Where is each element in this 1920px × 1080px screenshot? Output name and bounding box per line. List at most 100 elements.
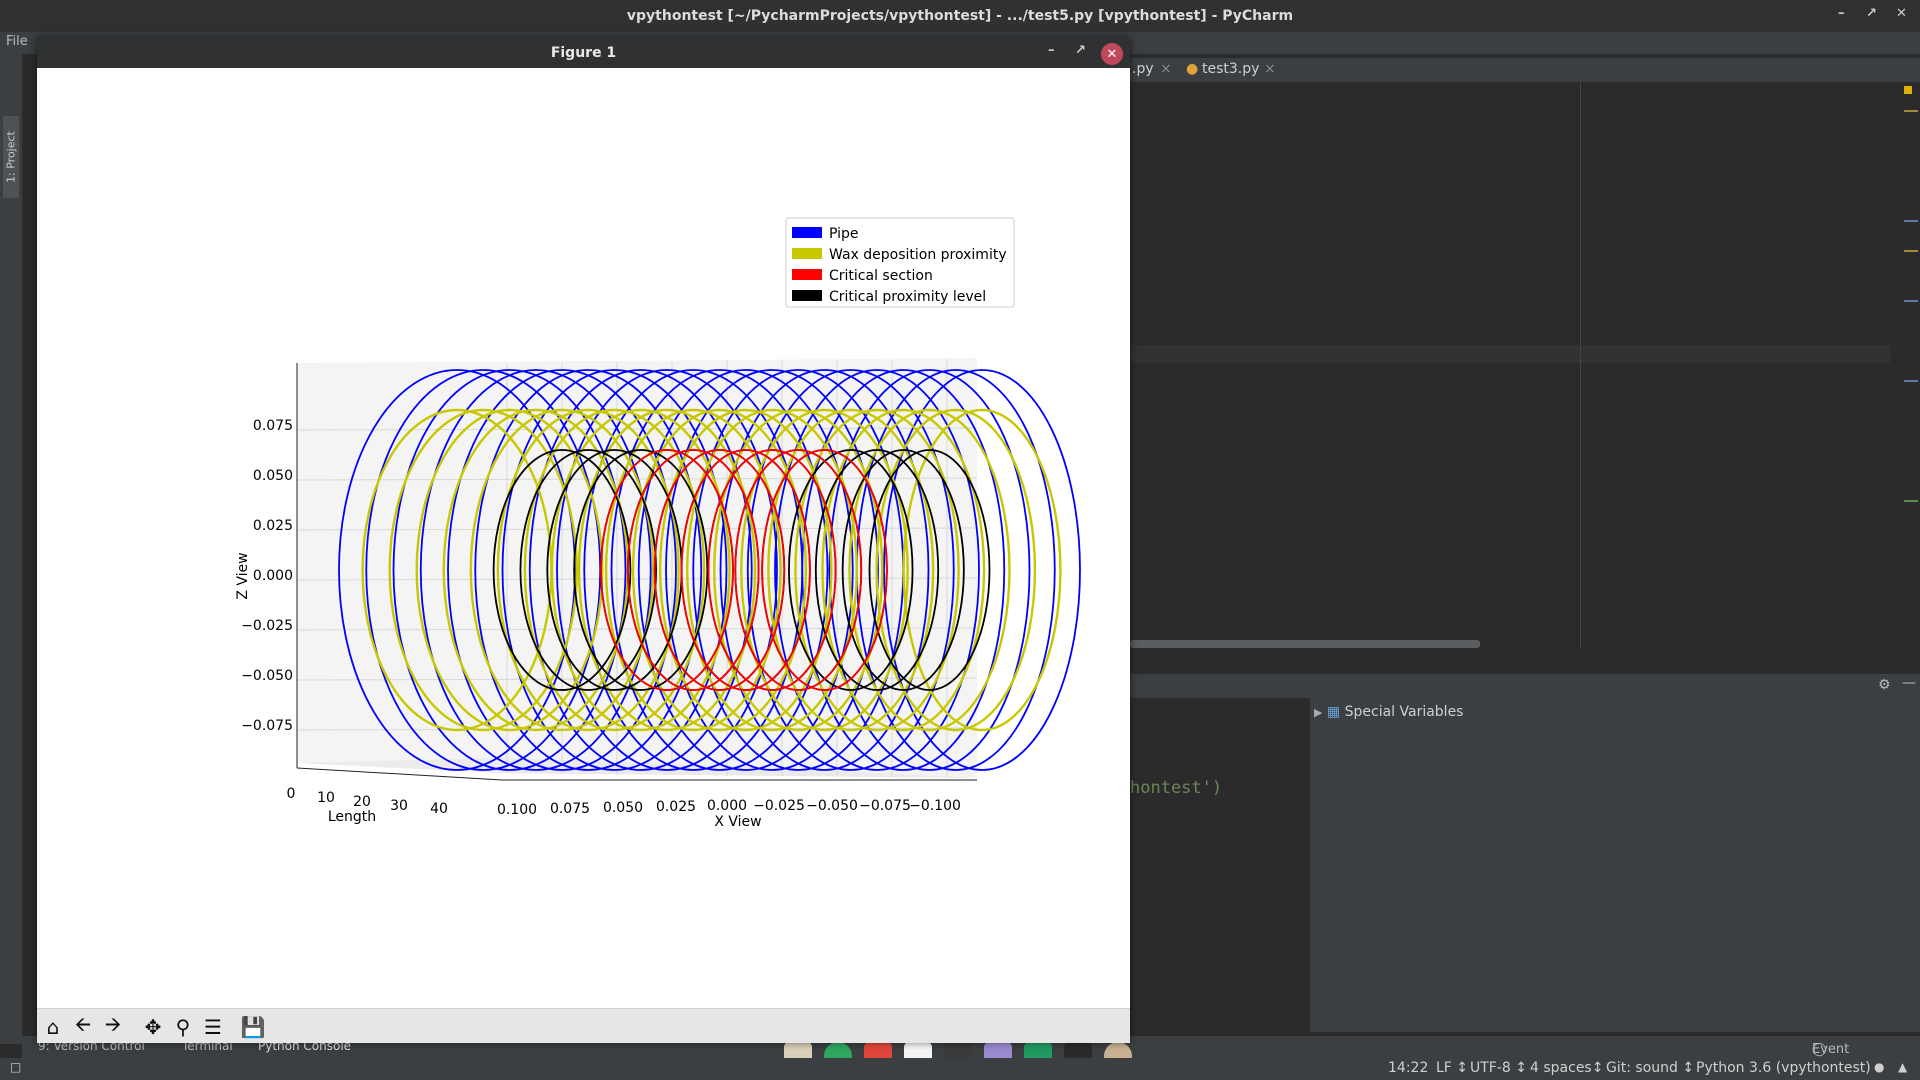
notifications-icon[interactable]: ▲ [1898, 1060, 1908, 1074]
stripe-mark[interactable] [1904, 500, 1918, 502]
console-toolbar: ⚙ — [1130, 674, 1920, 698]
ring-wax-deposition-proximity [740, 408, 909, 732]
legend-entry: Wax deposition proximity [829, 247, 1007, 263]
legend-entry: Pipe [829, 226, 859, 242]
file-encoding[interactable]: UTF-8 ↕ [1470, 1060, 1527, 1076]
ring-pipe [637, 369, 854, 771]
ring-critical-section [600, 449, 734, 691]
ring-critical-proximity-level [814, 449, 940, 691]
lock-icon[interactable]: ● [1874, 1060, 1885, 1074]
caret-position[interactable]: 14:22 [1388, 1060, 1429, 1076]
menu-file[interactable]: File [6, 34, 28, 49]
z-tick-label: 0.075 [253, 418, 293, 434]
stripe-mark[interactable] [1904, 300, 1918, 302]
x-tick-label: −0.050 [806, 798, 858, 814]
ring-critical-section [761, 449, 888, 691]
ring-wax-deposition-proximity [713, 408, 884, 732]
tab-test5[interactable]: .py [1132, 61, 1154, 77]
stripe-mark[interactable] [1904, 220, 1918, 222]
pan-icon[interactable]: ✥ [144, 1015, 162, 1039]
legend-entry: Critical proximity level [829, 289, 986, 305]
hide-icon[interactable]: — [1902, 675, 1916, 691]
ring-wax-deposition-proximity [604, 408, 782, 732]
python-console-output[interactable]: hontest') [1130, 698, 1302, 1032]
tab-close-icon[interactable]: × [1264, 61, 1276, 77]
ring-pipe [828, 369, 1031, 771]
git-branch[interactable]: Git: sound ↕ [1606, 1060, 1695, 1076]
ring-critical-section [653, 449, 786, 691]
ring-wax-deposition-proximity [388, 408, 579, 732]
console-code-text: hontest') [1130, 778, 1223, 798]
expand-arrow-icon[interactable]: ▶ [1314, 706, 1323, 719]
ring-critical-proximity-level [573, 449, 709, 691]
warning-marker-icon[interactable] [1904, 86, 1912, 94]
length-axis-label: Length [328, 809, 376, 825]
editor-tabs: .py × ● test3.py × [1130, 58, 1920, 82]
horizontal-scrollbar[interactable] [1130, 640, 1480, 648]
window-titlebar: vpythontest [~/PycharmProjects/vpythonte… [0, 0, 1920, 32]
code-editor[interactable] [1130, 82, 1920, 674]
plot-canvas[interactable]: 0.075 0.050 0.025 0.000 −0.025 −0.050 −0… [37, 68, 1130, 1008]
ring-critical-section [707, 449, 837, 691]
ring-wax-deposition-proximity [631, 408, 808, 732]
length-tick-label: 30 [390, 798, 408, 814]
forward-icon[interactable]: 🡪 [104, 1012, 122, 1036]
status-bar: □ 14:22 LF ↕ UTF-8 ↕ 4 spaces↕ Git: soun… [0, 1058, 1920, 1080]
floor-pane [297, 758, 977, 778]
figure-toolbar: ⌂ 🡨 🡪 ✥ ⚲ ☰ 💾 [37, 1008, 1130, 1043]
ring-wax-deposition-proximity [523, 408, 706, 732]
zoom-icon[interactable]: ⚲ [175, 1015, 191, 1039]
ring-pipe [392, 369, 627, 771]
ring-wax-deposition-proximity [821, 408, 986, 732]
maximize-icon[interactable]: ↗ [1866, 6, 1877, 21]
ring-wax-deposition-proximity [496, 408, 680, 732]
back-icon[interactable]: 🡨 [74, 1012, 92, 1036]
stripe-mark[interactable] [1904, 110, 1918, 112]
ring-pipe [501, 369, 728, 771]
figure-maximize-icon[interactable]: ↗ [1075, 43, 1086, 58]
ring-critical-proximity-level [868, 449, 991, 691]
z-tick-label: 0.000 [253, 568, 293, 584]
gear-icon[interactable]: ⚙ [1878, 677, 1891, 693]
legend-swatch-critical-level [792, 290, 822, 301]
project-tool-tab[interactable]: 1: Project [3, 116, 19, 198]
ring-critical-proximity-level [519, 449, 657, 691]
tab-test3[interactable]: test3.py [1202, 61, 1260, 77]
x-axis-label: X View [714, 814, 761, 830]
home-icon[interactable]: ⌂ [46, 1015, 60, 1039]
x-tick-label: 0.100 [497, 802, 537, 818]
legend-swatch-pipe [792, 227, 822, 238]
x-tick-label: −0.075 [859, 798, 911, 814]
ring-critical-proximity-level [788, 449, 914, 691]
close-icon[interactable]: ✕ [1896, 6, 1907, 21]
stripe-mark[interactable] [1904, 250, 1918, 252]
special-variables-row[interactable]: ▶ ▦ Special Variables [1314, 704, 1463, 720]
configure-subplots-icon[interactable]: ☰ [204, 1015, 222, 1039]
status-toggle-icon[interactable]: □ [10, 1060, 22, 1074]
minimize-icon[interactable]: – [1838, 6, 1845, 21]
figure-titlebar: Figure 1 – ↗ ✕ [37, 38, 1130, 68]
length-tick-label: 40 [430, 801, 448, 817]
x-tick-label: 0.025 [656, 799, 696, 815]
z-tick-label: 0.050 [253, 468, 293, 484]
length-tick-label: 0 [287, 786, 296, 802]
special-variables-label: Special Variables [1344, 704, 1464, 720]
ring-pipe [774, 369, 980, 771]
save-icon[interactable]: 💾 [240, 1015, 266, 1039]
tab-close-icon[interactable]: × [1160, 61, 1172, 77]
figure-close-icon[interactable]: ✕ [1101, 43, 1123, 65]
ring-wax-deposition-proximity [658, 408, 833, 732]
stripe-mark[interactable] [1904, 380, 1918, 382]
legend-box [785, 217, 1015, 308]
line-separator[interactable]: LF ↕ [1436, 1060, 1469, 1076]
left-tool-strip: 1: Project [0, 54, 22, 1044]
figure-minimize-icon[interactable]: – [1048, 43, 1055, 58]
ring-wax-deposition-proximity [875, 408, 1037, 732]
indent-setting[interactable]: 4 spaces↕ [1530, 1060, 1604, 1076]
x-tick-label: 0.075 [550, 801, 590, 817]
ring-wax-deposition-proximity [469, 408, 655, 732]
right-margin-guide [1580, 82, 1581, 648]
ring-pipe [556, 369, 778, 771]
event-log-icon: ◯ [1812, 1042, 1827, 1057]
python-interpreter[interactable]: Python 3.6 (vpythontest) [1696, 1060, 1871, 1076]
